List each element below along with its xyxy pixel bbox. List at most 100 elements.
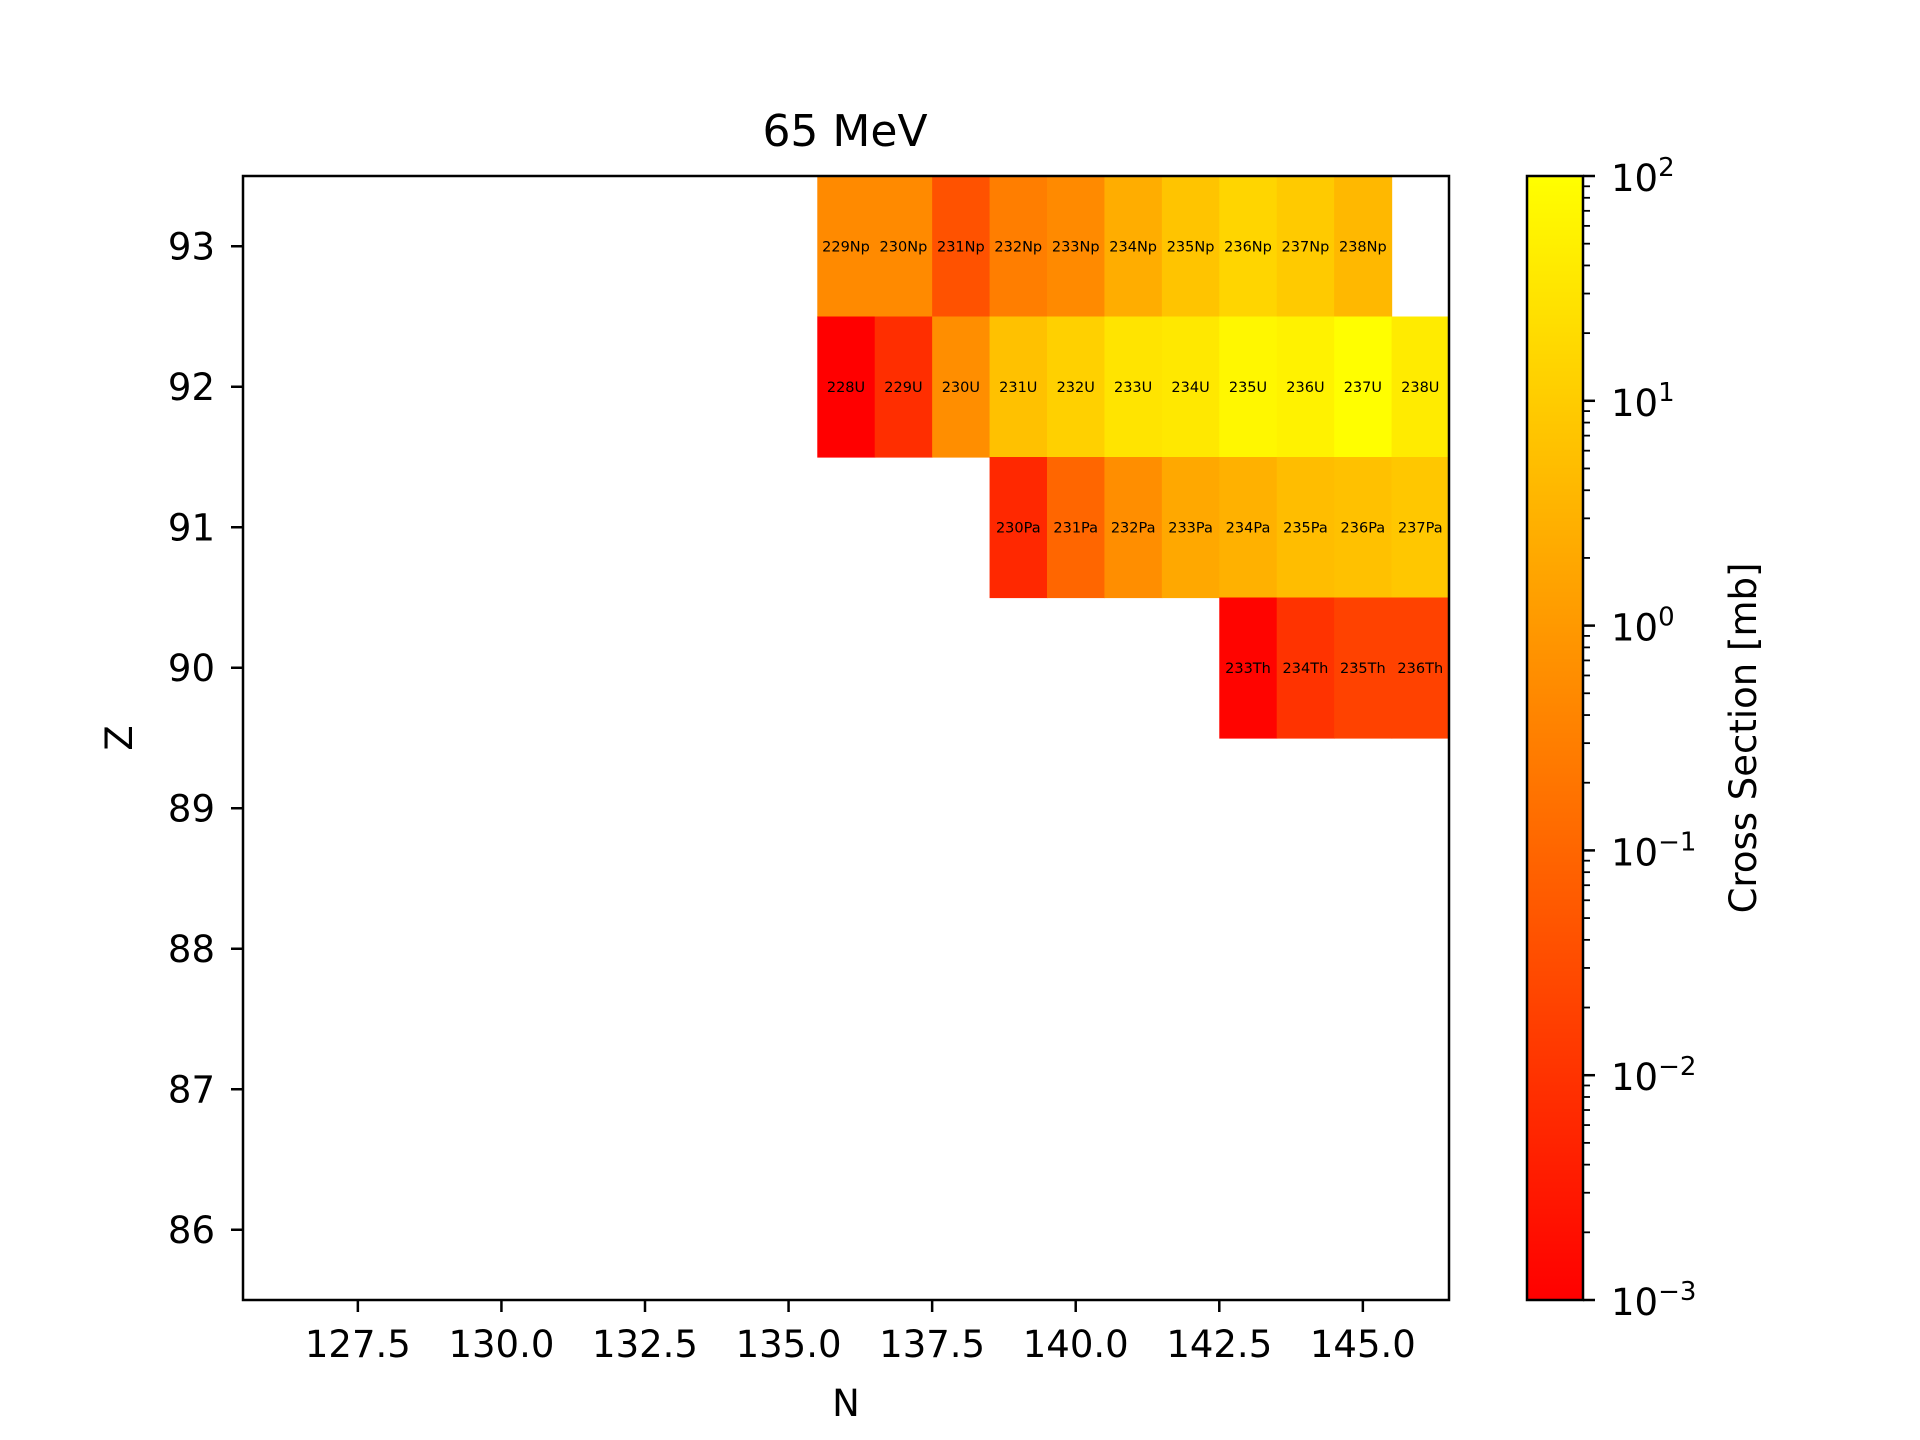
cell-label: 236Np — [1224, 239, 1272, 255]
x-axis-ticks: 127.5 130.0 132.5 135.0 137.5 140.0 142.5 145.0 — [305, 1300, 1416, 1366]
x-tick-label: 145.0 — [1310, 1323, 1416, 1366]
cell-label: 236Th — [1397, 661, 1443, 677]
heatmap-cell — [1334, 457, 1393, 599]
heatmap-cell — [1276, 457, 1335, 599]
y-tick-label: 93 — [168, 225, 215, 268]
y-tick-label: 90 — [168, 647, 215, 690]
colorbar-frame — [1525, 174, 1585, 1302]
y-tick-label: 88 — [168, 928, 215, 971]
heatmap-cell-labels: 229Np 230Np 231Np 232Np 233Np 234Np 235Np 236Np… — [822, 239, 1443, 677]
heatmap-cell — [1391, 597, 1450, 739]
y-tick-label: 86 — [168, 1209, 215, 1252]
heatmap-cell — [1047, 316, 1106, 458]
heatmap-cell — [1161, 316, 1220, 458]
heatmap-cell — [1047, 457, 1106, 599]
heatmap-cell — [932, 316, 991, 458]
heatmap-cell — [1276, 176, 1335, 318]
cell-label: 233U — [1114, 380, 1152, 396]
cell-label: 232Pa — [1111, 520, 1156, 536]
cell-label: 234Th — [1283, 661, 1329, 677]
x-tick-label: 127.5 — [305, 1323, 411, 1366]
plot-frame — [241, 174, 1451, 1302]
cell-label: 237Pa — [1398, 520, 1443, 536]
heatmap-cell — [1047, 176, 1106, 318]
heatmap-cell — [1334, 176, 1393, 318]
heatmap-cell — [1104, 316, 1163, 458]
x-tick-label: 142.5 — [1166, 1323, 1272, 1366]
heatmap-cell — [1334, 597, 1393, 739]
cell-label: 233Np — [1052, 239, 1100, 255]
colorbar-label: Cross Section [mb] — [1722, 563, 1765, 914]
cell-label: 235Pa — [1283, 520, 1328, 536]
colorbar-tick-label: 10−3 — [1611, 1277, 1696, 1324]
cell-label: 237U — [1344, 380, 1382, 396]
cell-label: 236Pa — [1341, 520, 1386, 536]
cell-label: 235Th — [1340, 661, 1386, 677]
x-tick-label: 135.0 — [736, 1323, 842, 1366]
cell-label: 238Np — [1339, 239, 1387, 255]
cell-label: 230U — [942, 380, 980, 396]
cell-label: 231Pa — [1053, 520, 1098, 536]
cell-label: 238U — [1401, 380, 1439, 396]
colorbar-tick-label: 10−1 — [1611, 827, 1696, 874]
heatmap-cell — [1276, 316, 1335, 458]
heatmap-cell — [1104, 176, 1163, 318]
heatmap-cell — [989, 176, 1048, 318]
heatmap-cell — [1391, 316, 1450, 458]
heatmap-cell — [1391, 457, 1450, 599]
heatmap-cell — [817, 316, 876, 458]
cell-label: 229U — [884, 380, 922, 396]
x-tick-label: 140.0 — [1023, 1323, 1129, 1366]
y-tick-label: 92 — [168, 366, 215, 409]
cell-label: 234Pa — [1226, 520, 1271, 536]
y-tick-label: 91 — [168, 506, 215, 549]
colorbar-tick-label: 102 — [1611, 153, 1675, 200]
heatmap-cell — [1219, 316, 1278, 458]
colorbar — [1527, 176, 1583, 1300]
heatmap-cell — [1219, 457, 1278, 599]
cell-label: 232Np — [994, 239, 1042, 255]
heatmap-cell — [1104, 457, 1163, 599]
colorbar-ticks: 10−3 10−2 10−1 100 101 102 — [1583, 153, 1696, 1324]
heatmap-cell — [874, 316, 933, 458]
colorbar-tick-label: 100 — [1611, 603, 1675, 650]
x-tick-label: 132.5 — [592, 1323, 698, 1366]
cell-label: 234U — [1171, 380, 1209, 396]
y-axis-label: Z — [98, 725, 141, 750]
colorbar-tick-label: 10−2 — [1611, 1052, 1696, 1099]
cell-label: 231U — [999, 380, 1037, 396]
cell-label: 229Np — [822, 239, 870, 255]
heatmap-cell — [1276, 597, 1335, 739]
heatmap-cell — [932, 176, 991, 318]
heatmap-cell — [817, 176, 876, 318]
heatmap-cells — [817, 176, 1450, 739]
y-tick-label: 87 — [168, 1068, 215, 1111]
x-tick-label: 137.5 — [879, 1323, 985, 1366]
chart-title: 65 MeV — [762, 106, 927, 157]
heatmap-cell — [1334, 316, 1393, 458]
heatmap-cell — [989, 457, 1048, 599]
heatmap-cell — [989, 316, 1048, 458]
heatmap-cell — [1161, 457, 1220, 599]
x-tick-label: 130.0 — [448, 1323, 554, 1366]
cell-label: 233Pa — [1168, 520, 1213, 536]
heatmap-cell — [1219, 176, 1278, 318]
heatmap-cell — [1219, 597, 1278, 739]
cell-label: 235U — [1229, 380, 1267, 396]
cell-label: 232U — [1057, 380, 1095, 396]
cell-label: 236U — [1286, 380, 1324, 396]
x-axis-label: N — [832, 1382, 860, 1425]
cell-label: 235Np — [1167, 239, 1215, 255]
cell-label: 234Np — [1109, 239, 1157, 255]
y-tick-label: 89 — [168, 787, 215, 830]
cell-label: 233Th — [1225, 661, 1271, 677]
heatmap-cell — [874, 176, 933, 318]
colorbar-tick-label: 101 — [1611, 378, 1675, 425]
cell-label: 231Np — [937, 239, 985, 255]
cell-label: 230Pa — [996, 520, 1041, 536]
cell-label: 230Np — [880, 239, 928, 255]
y-axis-ticks: 86 87 88 89 90 91 92 93 — [168, 225, 243, 1252]
heatmap-cell — [1161, 176, 1220, 318]
cell-label: 237Np — [1282, 239, 1330, 255]
